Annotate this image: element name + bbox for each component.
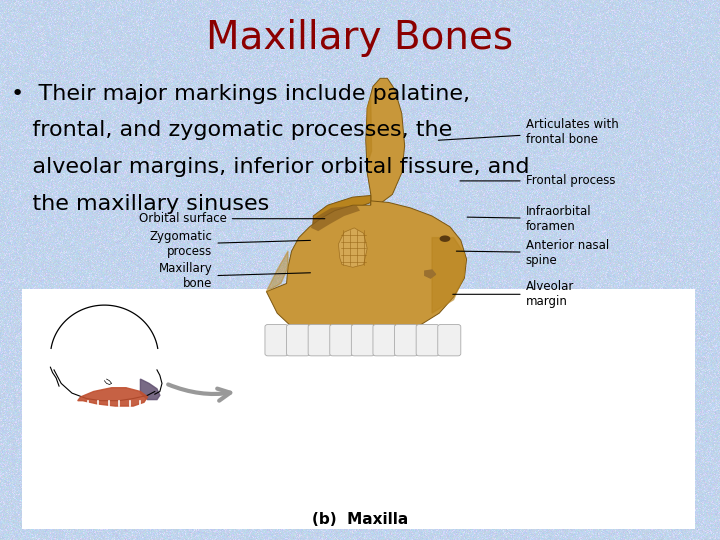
Text: •  Their major markings include palatine,: • Their major markings include palatine,	[11, 84, 470, 104]
Text: Maxillary
bone: Maxillary bone	[158, 262, 310, 291]
Ellipse shape	[439, 235, 451, 242]
Text: Orbital surface: Orbital surface	[139, 212, 325, 225]
FancyBboxPatch shape	[22, 289, 695, 529]
FancyBboxPatch shape	[287, 325, 310, 356]
Text: Zygomatic
process: Zygomatic process	[150, 230, 310, 258]
FancyBboxPatch shape	[395, 325, 418, 356]
Text: Frontal process: Frontal process	[460, 174, 615, 187]
FancyBboxPatch shape	[308, 325, 331, 356]
Text: alveolar margins, inferior orbital fissure, and: alveolar margins, inferior orbital fissu…	[11, 157, 529, 177]
Polygon shape	[367, 97, 372, 162]
Text: the maxillary sinuses: the maxillary sinuses	[11, 194, 269, 214]
Polygon shape	[140, 379, 160, 400]
Polygon shape	[425, 270, 436, 278]
Polygon shape	[266, 201, 467, 343]
FancyBboxPatch shape	[351, 325, 374, 356]
Text: Articulates with
frontal bone: Articulates with frontal bone	[438, 118, 618, 146]
Polygon shape	[266, 251, 288, 292]
Text: Maxillary Bones: Maxillary Bones	[207, 19, 513, 57]
Text: Anterior nasal
spine: Anterior nasal spine	[456, 239, 609, 267]
Polygon shape	[366, 78, 405, 205]
Polygon shape	[432, 238, 464, 313]
Polygon shape	[311, 205, 360, 231]
Text: frontal, and zygomatic processes, the: frontal, and zygomatic processes, the	[11, 120, 452, 140]
Polygon shape	[313, 195, 371, 232]
Polygon shape	[78, 388, 148, 406]
FancyBboxPatch shape	[265, 325, 288, 356]
FancyBboxPatch shape	[330, 325, 353, 356]
Text: Alveolar
margin: Alveolar margin	[453, 280, 574, 308]
FancyBboxPatch shape	[373, 325, 396, 356]
FancyBboxPatch shape	[416, 325, 439, 356]
Text: Infraorbital
foramen: Infraorbital foramen	[467, 205, 591, 233]
Text: (b)  Maxilla: (b) Maxilla	[312, 511, 408, 526]
FancyBboxPatch shape	[438, 325, 461, 356]
Polygon shape	[338, 228, 367, 267]
